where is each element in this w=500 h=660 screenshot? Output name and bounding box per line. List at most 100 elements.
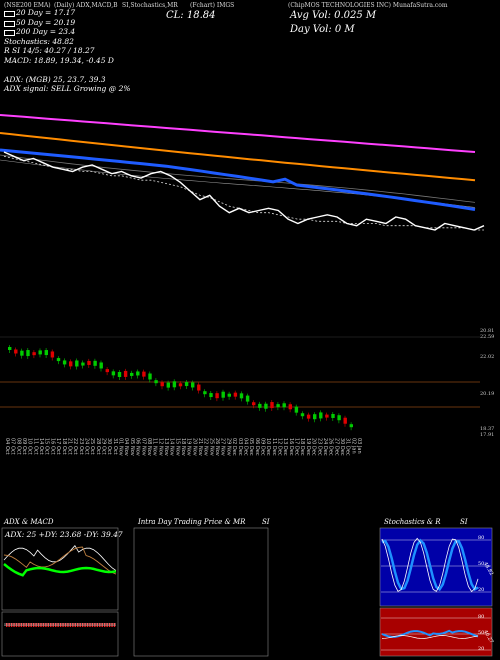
candle-body — [8, 347, 12, 350]
x-axis-label: 11 Oct — [32, 438, 38, 455]
x-axis-label: 31 Dec — [345, 438, 351, 456]
legend-200day: 200 Day = 23.4 — [16, 27, 76, 36]
ma-dotted-line — [3, 155, 484, 231]
macd-bar — [8, 623, 10, 627]
macd-bar — [32, 623, 35, 627]
stoch-tick: 20 — [478, 587, 485, 593]
macd-bar — [15, 623, 18, 627]
x-axis-label: 01 Nov — [118, 438, 124, 456]
macd-bar — [96, 623, 99, 627]
x-axis-label: 21 Oct — [67, 438, 73, 455]
candle-body — [142, 371, 146, 377]
ma200-line — [0, 132, 476, 182]
avg-volume: Avg Vol: 0.025 M — [290, 10, 377, 21]
x-axis-label: 19 Nov — [186, 438, 192, 456]
x-axis-label: 23 Oct — [78, 438, 84, 455]
candle-body — [288, 404, 292, 410]
x-axis-label: 18 Dec — [299, 438, 305, 456]
x-axis-label: 12 Dec — [277, 438, 283, 456]
x-axis-label: 06 Dec — [254, 438, 260, 456]
price-label: 22.59 — [480, 334, 495, 340]
macd-bar — [55, 623, 57, 627]
candle-body — [99, 362, 103, 369]
macd-bar — [23, 623, 25, 627]
macd-bar — [106, 623, 108, 627]
candle-body — [221, 391, 225, 398]
candle-body — [87, 360, 91, 365]
price-label: 20.81 — [480, 328, 495, 334]
adx-panel — [1, 527, 119, 657]
x-axis-label: 04 Oct — [4, 438, 10, 455]
stochastic-k-line — [381, 538, 479, 592]
adx-panel-title: ADX & MACD — [4, 518, 54, 526]
header-item-nse: (NSE200 EMA) — [4, 2, 51, 9]
stochastics-si-title: SI — [460, 518, 468, 526]
header-item-si: SI,Stochastics,MR — [122, 2, 178, 9]
macd-bar — [59, 623, 62, 627]
x-axis-label: 12 Nov — [157, 438, 163, 456]
legend-block: 20 Day = 17.17 50 Day = 20.19 200 Day = … — [4, 8, 130, 94]
candle-body — [50, 351, 55, 358]
ma-panel — [0, 114, 485, 231]
header-item-daily: (Daily) ADX,MACD,B — [54, 2, 118, 9]
x-axis-label: 24 Oct — [84, 438, 90, 455]
candle-body — [319, 412, 323, 419]
x-axis-label: 23 Dec — [316, 438, 322, 456]
macd-bar — [10, 623, 13, 627]
price-label: 17.91 — [480, 432, 495, 438]
macd-bar — [101, 623, 103, 627]
x-axis-label: 02 Dec — [231, 438, 237, 456]
candle-body — [32, 352, 36, 356]
macd-bar — [111, 623, 113, 627]
x-axis-label: 13 Nov — [163, 438, 169, 456]
x-axis-label: 18 Nov — [180, 438, 186, 456]
macd-bar — [37, 623, 40, 627]
macd-bar — [91, 623, 94, 627]
macd-bar — [42, 623, 45, 627]
candle-body — [227, 393, 231, 397]
x-axis-label: 13 Dec — [282, 438, 288, 456]
legend-20day: 20 Day = 17.17 — [16, 8, 76, 17]
macd-bar — [52, 623, 54, 627]
candle-body — [75, 360, 79, 367]
candle-body — [252, 402, 256, 406]
x-axis-label: 17 Oct — [55, 438, 61, 455]
x-axis-label: 09 Oct — [21, 438, 27, 455]
x-axis-label: 05 Nov — [129, 438, 135, 456]
x-axis-label: 08 Oct — [15, 438, 21, 455]
macd-bar — [18, 623, 20, 627]
x-axis-label: 03 Dec — [237, 438, 243, 456]
candle-body — [203, 391, 207, 395]
candle-body — [56, 358, 61, 362]
x-axis-label: 24 Dec — [322, 438, 328, 456]
candle-body — [148, 373, 152, 380]
plus-di-line — [3, 546, 117, 575]
candle-body — [69, 361, 73, 367]
candle-body — [264, 403, 268, 409]
macd-bar — [40, 623, 42, 627]
macd-bar — [86, 623, 89, 627]
macd-bar — [67, 623, 69, 627]
candle-body — [111, 371, 116, 376]
macd-bar — [35, 623, 37, 627]
macd-bar — [69, 623, 72, 627]
x-axis-label: 30 Oct — [106, 438, 112, 455]
x-axis-label: 19 Dec — [305, 438, 311, 456]
rsi-signal-line — [381, 635, 479, 639]
candle-body — [123, 370, 128, 377]
stoch-tick: 50 — [478, 561, 485, 567]
x-axis-label: 27 Dec — [333, 438, 339, 456]
macd-bar — [81, 623, 84, 627]
candle-body — [166, 382, 170, 388]
rsi-tick: 50 — [478, 630, 485, 636]
stochastic-d-line — [381, 537, 479, 593]
candle-body — [331, 413, 335, 418]
adx-line — [3, 545, 117, 571]
macd-bar — [113, 623, 116, 627]
macd-bar — [13, 623, 15, 627]
candle-body — [325, 414, 329, 418]
legend-adx-signal: ADX signal: SELL Growing @ 2% — [4, 84, 131, 93]
macd-bar — [108, 623, 111, 627]
macd-bar — [50, 623, 52, 627]
